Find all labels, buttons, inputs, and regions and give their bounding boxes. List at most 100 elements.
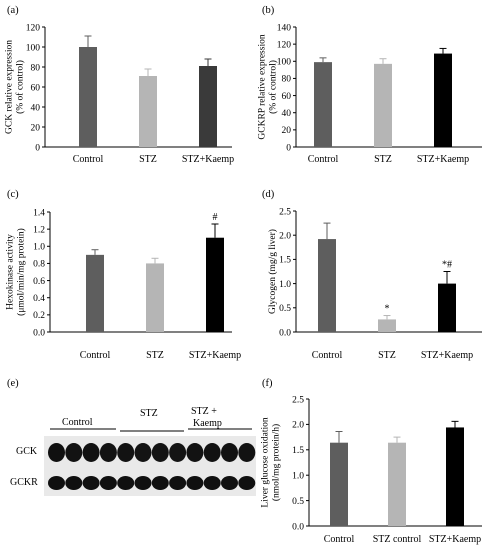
bar — [199, 66, 217, 147]
y-tick-label: 0.5 — [279, 304, 291, 314]
western-blot-panel: (e) Control STZ STZ + Kaemp GCK GCKR — [7, 378, 256, 496]
blot-bands — [48, 443, 256, 490]
y-axis-label: Glycogen (mg/g liver) — [267, 229, 278, 314]
bar — [378, 319, 396, 332]
blot-band — [203, 476, 221, 490]
bar — [86, 254, 104, 332]
bar — [79, 47, 97, 147]
y-tick-label: 60 — [31, 83, 41, 93]
y-tick-label: 0.0 — [279, 328, 291, 338]
blot-band — [221, 476, 238, 490]
blot-group-control: Control — [62, 417, 93, 428]
blot-group-stz-kaemp-line2: Kaemp — [193, 418, 222, 429]
blot-band — [151, 443, 169, 462]
significance-mark: *# — [442, 260, 452, 271]
y-axis-label: GCKRP relative expression — [258, 34, 268, 139]
significance-mark: * — [385, 304, 390, 315]
significance-mark: # — [213, 212, 218, 223]
y-axis-label: GCK relative expression — [5, 40, 15, 134]
chart-panel-c: (c) 0.0 0.2 0.4 0.6 0.8 1.0 1.2 1.4 Hexokinase ac… — [6, 189, 242, 361]
panel-label: (f) — [262, 378, 273, 389]
y-tick-label: 2.0 — [292, 421, 304, 431]
panel-label: (c) — [7, 189, 19, 200]
chart-panel-b: (b) 0 20 40 60 80 100 120 140 GCKRP relative expr… — [258, 5, 482, 165]
blot-band — [82, 443, 100, 462]
y-tick-label: 140 — [277, 23, 292, 33]
y-tick-label: 0 — [286, 143, 291, 153]
y-tick-label: 0.0 — [33, 328, 45, 338]
blot-band — [48, 476, 65, 490]
blot-band — [99, 476, 117, 490]
blot-band — [117, 476, 135, 490]
y-tick-label: 1.2 — [33, 225, 45, 235]
y-tick-label: 80 — [31, 63, 41, 73]
y-tick-label: 0.4 — [33, 294, 45, 304]
category-label: STZ+Kaemp — [189, 350, 241, 361]
category-label: STZ — [374, 154, 392, 165]
y-tick-label: 120 — [26, 23, 41, 33]
bar — [318, 239, 336, 332]
blot-band — [203, 443, 221, 462]
blot-band — [151, 476, 169, 490]
bar — [330, 442, 348, 526]
blot-row-label-gck: GCK — [16, 446, 38, 457]
y-tick-label: 0.5 — [292, 497, 304, 507]
category-label: Control — [312, 350, 343, 361]
y-tick-label: 80 — [282, 75, 292, 85]
y-tick-label: 60 — [282, 92, 292, 102]
y-tick-label: 1.4 — [33, 208, 45, 218]
y-axis-label: Hexokinase activity — [6, 234, 16, 310]
category-label: STZ+Kaemp — [421, 350, 473, 361]
blot-band — [82, 476, 100, 490]
panel-label: (a) — [7, 5, 19, 16]
y-tick-label: 20 — [31, 123, 41, 133]
y-tick-label: 0.2 — [33, 311, 45, 321]
y-tick-label: 1.0 — [279, 280, 291, 290]
bar — [206, 237, 224, 332]
blot-row-label-gckr: GCKR — [10, 477, 38, 488]
chart-panel-f: (f) 0.0 0.5 1.0 1.5 2.0 2.5 Liver glucose oxida… — [261, 378, 482, 545]
blot-band — [99, 443, 117, 462]
blot-band — [134, 443, 152, 462]
y-tick-label: 100 — [26, 43, 41, 53]
category-label: Control — [80, 350, 111, 361]
y-axis-label: (% of control) — [268, 60, 279, 114]
bar — [146, 263, 164, 332]
y-tick-label: 20 — [282, 126, 292, 136]
blot-band — [186, 443, 204, 462]
bar — [446, 427, 464, 526]
y-tick-label: 1.5 — [292, 446, 304, 456]
panel-label-e: (e) — [7, 378, 19, 389]
y-tick-label: 0 — [35, 143, 40, 153]
y-tick-label: 40 — [282, 109, 292, 119]
bar — [388, 442, 406, 526]
category-label: STZ — [146, 350, 164, 361]
y-axis-label: (nmol/mg protein/h) — [271, 424, 282, 501]
category-label: STZ control — [373, 534, 422, 545]
bar — [374, 63, 392, 147]
panel-label: (d) — [262, 189, 275, 200]
y-axis-label: (% of control) — [15, 60, 26, 114]
bar — [139, 76, 157, 147]
blot-band — [221, 443, 238, 462]
chart-panel-a: (a) 0 20 40 60 80 100 120 GCK relative expressio… — [5, 5, 235, 165]
category-label: Control — [73, 154, 104, 165]
category-label: STZ — [139, 154, 157, 165]
y-tick-label: 2.5 — [292, 395, 304, 405]
y-tick-label: 0.0 — [292, 522, 304, 532]
blot-band — [117, 443, 135, 462]
blot-band — [48, 443, 65, 462]
category-label: STZ+Kaemp — [182, 154, 234, 165]
blot-band — [238, 476, 256, 490]
y-tick-label: 0.8 — [33, 260, 45, 270]
y-tick-label: 1.0 — [292, 472, 304, 482]
category-label: Control — [324, 534, 355, 545]
blot-band — [186, 476, 204, 490]
blot-band — [169, 476, 187, 490]
y-tick-label: 2.0 — [279, 232, 291, 242]
chart-panel-d: (d) 0.0 0.5 1.0 1.5 2.0 2.5 Glycogen (mg/g live… — [262, 189, 482, 361]
y-tick-label: 40 — [31, 103, 41, 113]
bar — [438, 283, 456, 332]
bar — [314, 62, 332, 148]
